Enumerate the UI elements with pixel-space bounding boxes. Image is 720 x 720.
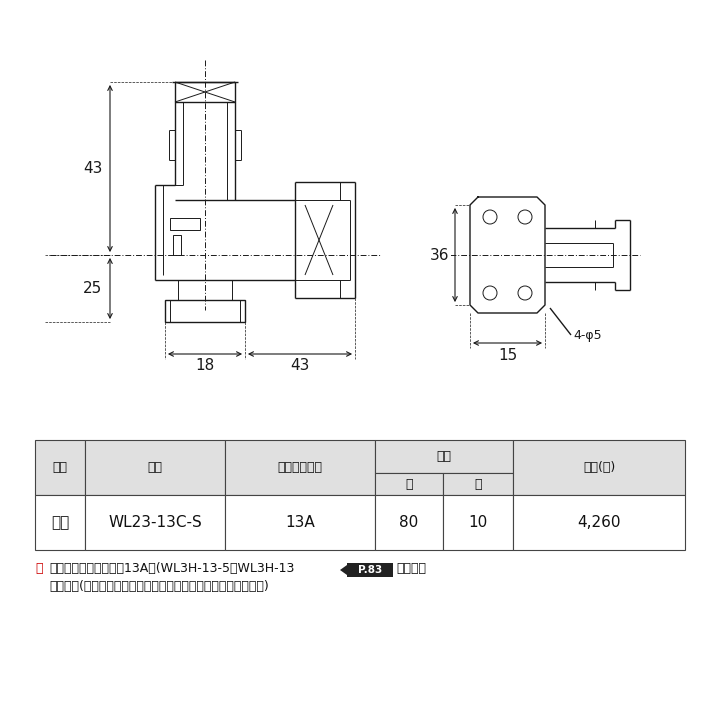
- Bar: [347, 563, 393, 577]
- Bar: [175, 82, 235, 102]
- Text: 10: 10: [469, 515, 487, 530]
- Bar: [443, 473, 513, 495]
- Text: ：継手用保温材エルボ13A用(WL3H-13-5、WL3H-13: ：継手用保温材エルボ13A用(WL3H-13-5、WL3H-13: [49, 562, 294, 575]
- Text: 80: 80: [400, 515, 418, 530]
- Bar: [85, 495, 225, 550]
- Text: 43: 43: [84, 161, 103, 176]
- Bar: [375, 495, 443, 550]
- Bar: [443, 495, 513, 550]
- Text: 品番: 品番: [148, 461, 163, 474]
- Bar: [513, 440, 685, 495]
- Bar: [225, 495, 375, 550]
- Text: 18: 18: [195, 359, 215, 374]
- Text: 価格(円): 価格(円): [583, 461, 615, 474]
- Bar: [35, 495, 85, 550]
- Text: WL23-13C-S: WL23-13C-S: [108, 515, 202, 530]
- Text: 43: 43: [290, 359, 310, 374]
- Bar: [85, 440, 225, 495]
- Text: 注: 注: [35, 562, 42, 575]
- Bar: [225, 440, 375, 495]
- Text: 4,260: 4,260: [577, 515, 621, 530]
- Text: 共用: 共用: [51, 515, 69, 530]
- Polygon shape: [340, 565, 347, 575]
- Bar: [170, 218, 200, 230]
- Bar: [173, 235, 181, 255]
- Text: 大: 大: [405, 477, 413, 490]
- Text: 4-φ5: 4-φ5: [573, 328, 602, 341]
- Text: 13A: 13A: [285, 515, 315, 530]
- Text: 36: 36: [431, 248, 450, 263]
- Text: 15: 15: [498, 348, 517, 362]
- Bar: [375, 440, 513, 473]
- Bar: [375, 473, 443, 495]
- Text: 入数: 入数: [436, 450, 451, 463]
- Text: 樹脂管呼び径: 樹脂管呼び径: [277, 461, 323, 474]
- Text: P.83: P.83: [358, 565, 382, 575]
- Bar: [35, 440, 85, 495]
- Bar: [165, 300, 245, 322]
- Text: 25: 25: [84, 281, 103, 296]
- Text: 小: 小: [474, 477, 482, 490]
- Text: ）に対応: ）に対応: [396, 562, 426, 575]
- Text: します。(製品の座付部のみ保温材を除去する必要があります。): します。(製品の座付部のみ保温材を除去する必要があります。): [49, 580, 269, 593]
- Bar: [513, 495, 685, 550]
- Text: 適用: 適用: [53, 461, 68, 474]
